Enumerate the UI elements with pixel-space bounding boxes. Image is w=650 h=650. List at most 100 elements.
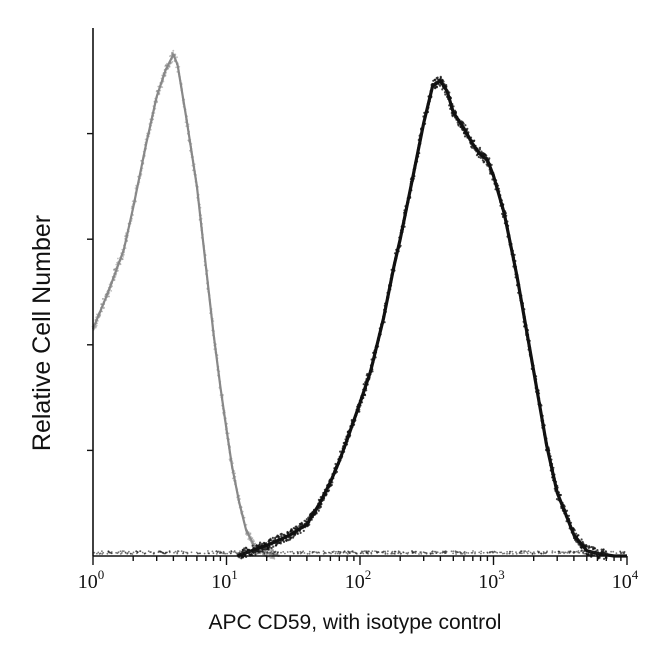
histogram-point	[172, 49, 175, 52]
histogram-point	[509, 245, 512, 248]
baseline-point	[306, 552, 309, 555]
histogram-point	[498, 195, 501, 199]
histogram-point	[186, 119, 189, 122]
baseline-point	[496, 551, 499, 554]
baseline-point	[255, 552, 257, 555]
histogram-point	[359, 404, 362, 407]
histogram-point	[486, 156, 489, 160]
histogram-point	[366, 383, 369, 386]
baseline-point	[244, 552, 247, 555]
histogram-point	[192, 156, 195, 158]
histogram-point	[246, 534, 248, 536]
histogram-point	[117, 260, 120, 263]
histogram-point	[579, 543, 582, 546]
baseline-point	[436, 551, 439, 554]
histogram-point	[327, 489, 331, 492]
histogram-point	[153, 109, 155, 112]
histogram-point	[215, 355, 218, 358]
series-line	[91, 53, 280, 558]
baseline-point	[234, 551, 237, 554]
baseline-point	[135, 550, 138, 553]
histogram-point	[215, 348, 218, 350]
baseline-point	[266, 552, 268, 554]
histogram-point	[188, 130, 191, 133]
histogram-point	[362, 396, 365, 399]
histogram-point	[138, 179, 140, 182]
histogram-point	[414, 161, 417, 164]
histogram-point	[545, 437, 548, 440]
baseline-point	[429, 552, 432, 555]
histogram-point	[108, 283, 111, 286]
histogram-point	[384, 310, 387, 313]
histogram-point	[513, 253, 516, 256]
baseline-point	[577, 551, 580, 554]
histogram-point	[179, 76, 181, 78]
histogram-point	[532, 364, 535, 367]
histogram-point	[483, 160, 486, 163]
histogram-point	[266, 553, 268, 556]
histogram-point	[230, 459, 233, 461]
histogram-point	[126, 228, 129, 231]
histogram-point	[173, 59, 176, 62]
histogram-point	[211, 334, 214, 337]
histogram-point	[468, 138, 471, 141]
histogram-point	[212, 318, 214, 320]
histogram-point	[249, 533, 252, 536]
histogram-point	[334, 462, 337, 466]
histogram-point	[324, 491, 327, 494]
histogram-point	[159, 82, 162, 85]
histogram-point	[392, 267, 396, 270]
histogram-point	[569, 524, 572, 527]
histogram-point	[308, 521, 311, 524]
histogram-point	[480, 150, 483, 153]
baseline-point	[261, 550, 263, 553]
histogram-point	[105, 299, 108, 301]
histogram-point	[225, 417, 227, 420]
histogram-point	[228, 438, 231, 441]
histogram-point	[555, 489, 558, 492]
baseline-point	[478, 551, 481, 554]
histogram-point	[231, 460, 234, 463]
histogram-point	[311, 515, 315, 519]
histogram-point	[129, 218, 132, 220]
histogram-point	[247, 531, 250, 534]
x-axis-label: APC CD59, with isotype control	[209, 611, 502, 634]
histogram-point	[390, 281, 393, 284]
histogram-point	[442, 80, 445, 83]
histogram-point	[217, 373, 220, 375]
histogram-point	[186, 128, 189, 131]
histogram-point	[448, 104, 451, 107]
histogram-point	[337, 462, 340, 465]
histogram-point	[408, 193, 411, 197]
histogram-point	[231, 468, 234, 470]
histogram-point	[502, 203, 505, 206]
histogram-point	[530, 367, 533, 370]
histogram-point	[166, 62, 168, 65]
histogram-point	[393, 264, 396, 267]
baseline-point	[509, 550, 512, 553]
histogram-point	[336, 465, 339, 468]
histogram-point	[211, 327, 214, 330]
histogram-point	[416, 152, 419, 155]
baseline-point	[342, 551, 345, 553]
histogram-point	[535, 390, 538, 393]
baseline-point	[337, 550, 340, 553]
histogram-point	[515, 276, 518, 279]
baseline-point	[370, 552, 373, 555]
baseline-point	[240, 550, 243, 553]
series-layer	[91, 49, 627, 561]
baseline-point	[97, 551, 100, 554]
baseline-point	[489, 551, 492, 553]
baseline-point	[564, 551, 567, 554]
histogram-point	[145, 140, 148, 143]
histogram-point	[376, 341, 379, 344]
baseline-point	[474, 552, 476, 555]
baseline-point	[508, 552, 511, 555]
baseline-point	[573, 552, 575, 554]
histogram-point	[279, 540, 282, 543]
baseline-point	[166, 551, 169, 554]
histogram-point	[100, 310, 103, 313]
baseline-point	[299, 550, 302, 553]
histogram-point	[227, 441, 230, 443]
histogram-point	[296, 532, 299, 536]
